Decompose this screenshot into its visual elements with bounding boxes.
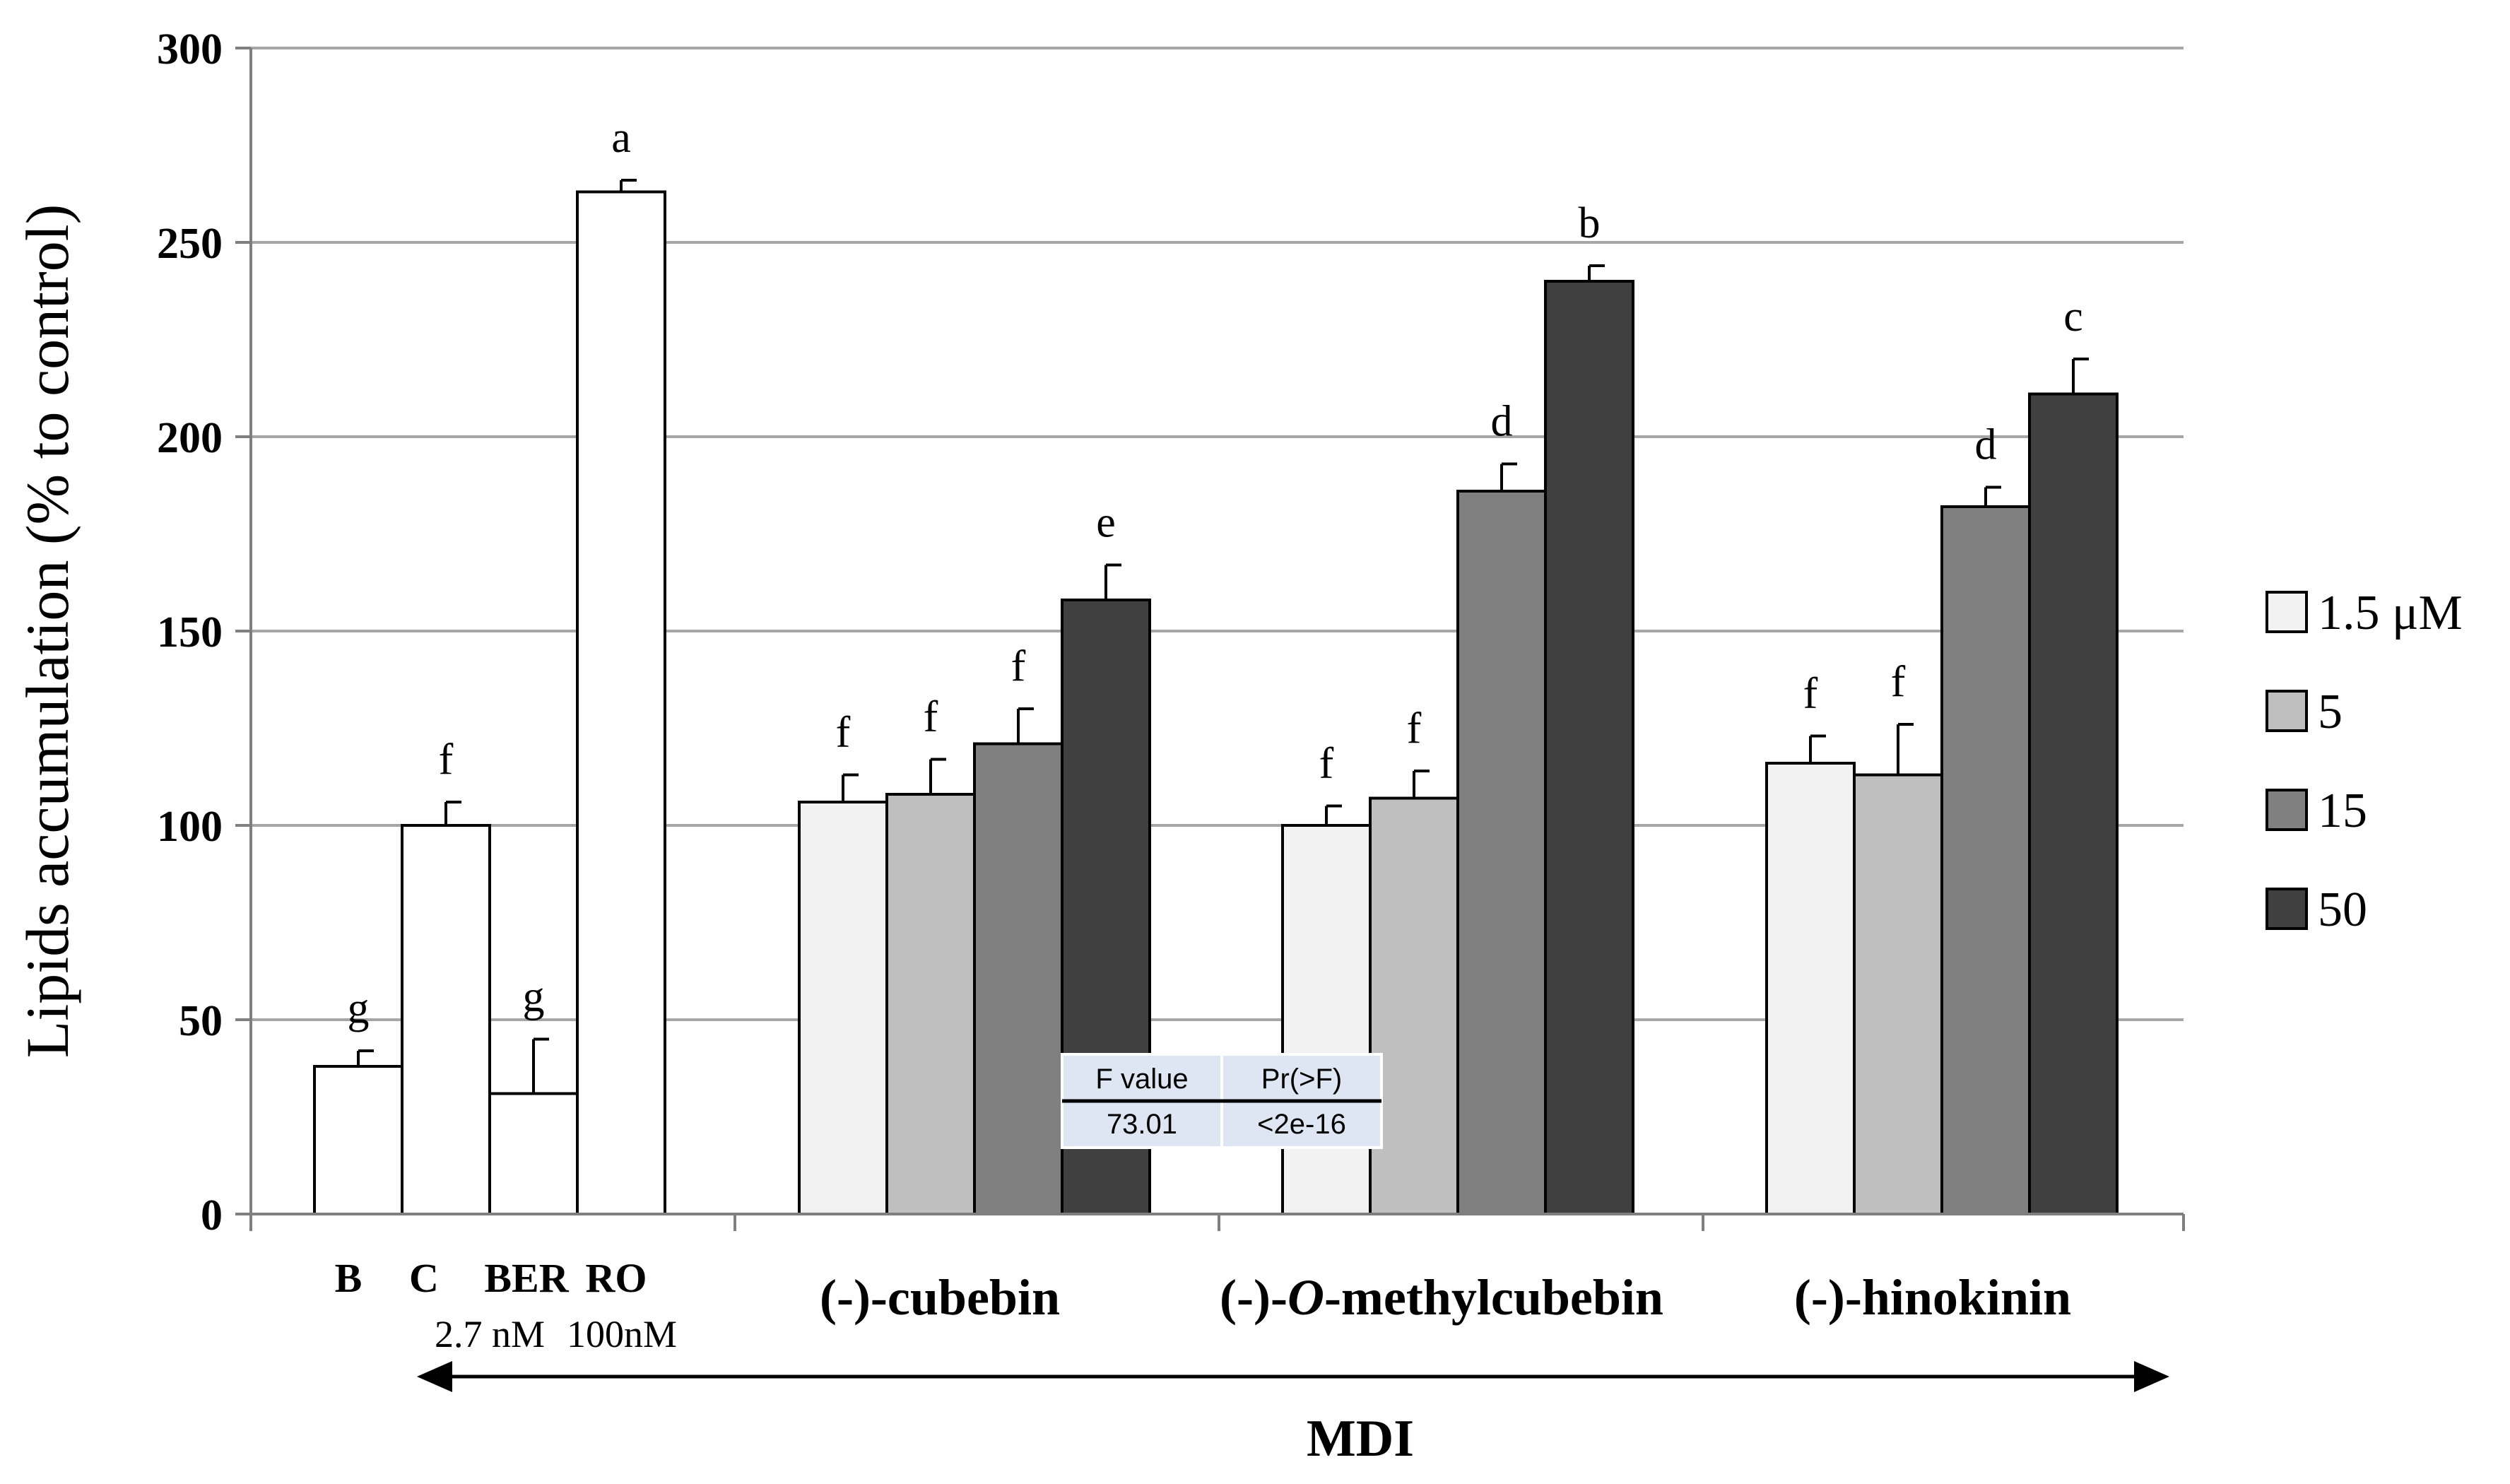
bar-1-series-1 — [798, 801, 888, 1215]
significance-letter: f — [1011, 642, 1026, 690]
x-label-group-part: (-)-hinokinin — [1794, 1269, 2071, 1326]
bar-2-series-2 — [1369, 796, 1459, 1215]
bar-2-series-3 — [1456, 490, 1547, 1215]
x-label-group-part: O — [1288, 1269, 1324, 1326]
y-tick-label: 0 — [201, 1191, 223, 1239]
legend: 1.5 μM 5 15 50 — [2266, 586, 2463, 937]
x-label-group-part: -methylcubebin — [1324, 1269, 1663, 1326]
y-tick-label: 50 — [179, 997, 223, 1045]
legend-swatch — [2266, 591, 2308, 633]
significance-letter: d — [1975, 421, 1997, 469]
bar-control-b — [313, 1065, 403, 1215]
significance-letter: f — [924, 693, 938, 741]
significance-letter: g — [523, 973, 545, 1021]
significance-letter: f — [836, 709, 851, 757]
significance-letter: b — [1579, 199, 1601, 247]
bar-3-series-1 — [1765, 762, 1856, 1215]
significance-letter: d — [1491, 398, 1513, 446]
stats-value-f: 73.01 — [1107, 1109, 1177, 1140]
significance-letter: g — [348, 984, 370, 1032]
significance-letter: c — [2063, 293, 2083, 341]
legend-label: 50 — [2318, 883, 2367, 937]
bar-3-series-2 — [1853, 773, 1943, 1215]
bar-2-series-4 — [1544, 280, 1634, 1215]
y-tick-label: 250 — [157, 220, 223, 268]
mdi-arrowhead-left — [417, 1361, 452, 1392]
significance-letter: f — [1319, 740, 1334, 788]
x-label-control: BER — [484, 1255, 569, 1301]
legend-swatch — [2266, 789, 2308, 831]
x-label-group: (-)-O-methylcubebin — [1220, 1269, 1663, 1326]
y-tick-label: 150 — [157, 608, 223, 656]
bar-control-ber — [488, 1092, 579, 1215]
significance-letter: a — [611, 114, 631, 162]
mdi-label: MDI — [1307, 1410, 1414, 1468]
x-label-control: RO — [586, 1255, 647, 1301]
stats-value-p: <2e-16 — [1257, 1109, 1346, 1140]
bar-1-series-2 — [885, 793, 976, 1215]
x-label-group: (-)-cubebin — [820, 1269, 1060, 1326]
bar-2-series-1 — [1281, 824, 1372, 1215]
bar-3-series-3 — [1940, 505, 2031, 1215]
bar-control-ro — [576, 190, 666, 1215]
significance-letter: f — [1803, 670, 1818, 718]
x-label-group-part: (-)- — [1220, 1269, 1288, 1326]
bar-3-series-4 — [2028, 392, 2119, 1215]
significance-letter: e — [1096, 499, 1116, 547]
x-label-control: B — [335, 1255, 363, 1301]
legend-label: 5 — [2318, 685, 2343, 739]
x-sublabel-ro: 100nM — [567, 1313, 677, 1355]
significance-letter: f — [439, 736, 454, 784]
legend-swatch — [2266, 690, 2308, 732]
x-sublabel-ber: 2.7 nM — [435, 1313, 545, 1355]
y-tick-label: 300 — [157, 25, 223, 73]
x-label-control: C — [409, 1255, 439, 1301]
y-tick-label: 100 — [157, 803, 223, 851]
y-tick-label: 200 — [157, 414, 223, 462]
stats-header-p: Pr(>F) — [1261, 1064, 1342, 1095]
x-label-group: (-)-hinokinin — [1794, 1269, 2071, 1326]
bar-control-c — [401, 824, 491, 1215]
stats-table: F value Pr(>F) 73.01 <2e-16 — [1061, 1053, 1383, 1149]
y-axis-title: Lipids accumulation (% to control) — [13, 204, 81, 1058]
legend-label: 1.5 μM — [2318, 586, 2463, 640]
significance-letter: f — [1407, 705, 1422, 753]
stats-header-f: F value — [1095, 1064, 1188, 1095]
significance-letter: f — [1891, 658, 1906, 706]
bar-1-series-3 — [973, 742, 1063, 1215]
mdi-arrowhead-right — [2134, 1361, 2169, 1392]
bars — [313, 179, 2119, 1215]
legend-swatch — [2266, 888, 2308, 930]
x-label-group-part: (-)-cubebin — [820, 1269, 1060, 1326]
axes: 0 50 100 150 200 250 300 Lipids accumulation (%… — [13, 25, 2185, 1239]
legend-label: 15 — [2318, 784, 2367, 838]
labels: g f g a f f f e f f d b f f d c B C BER RO 2.7 nM 100nM (-)-cu… — [335, 114, 2169, 1468]
